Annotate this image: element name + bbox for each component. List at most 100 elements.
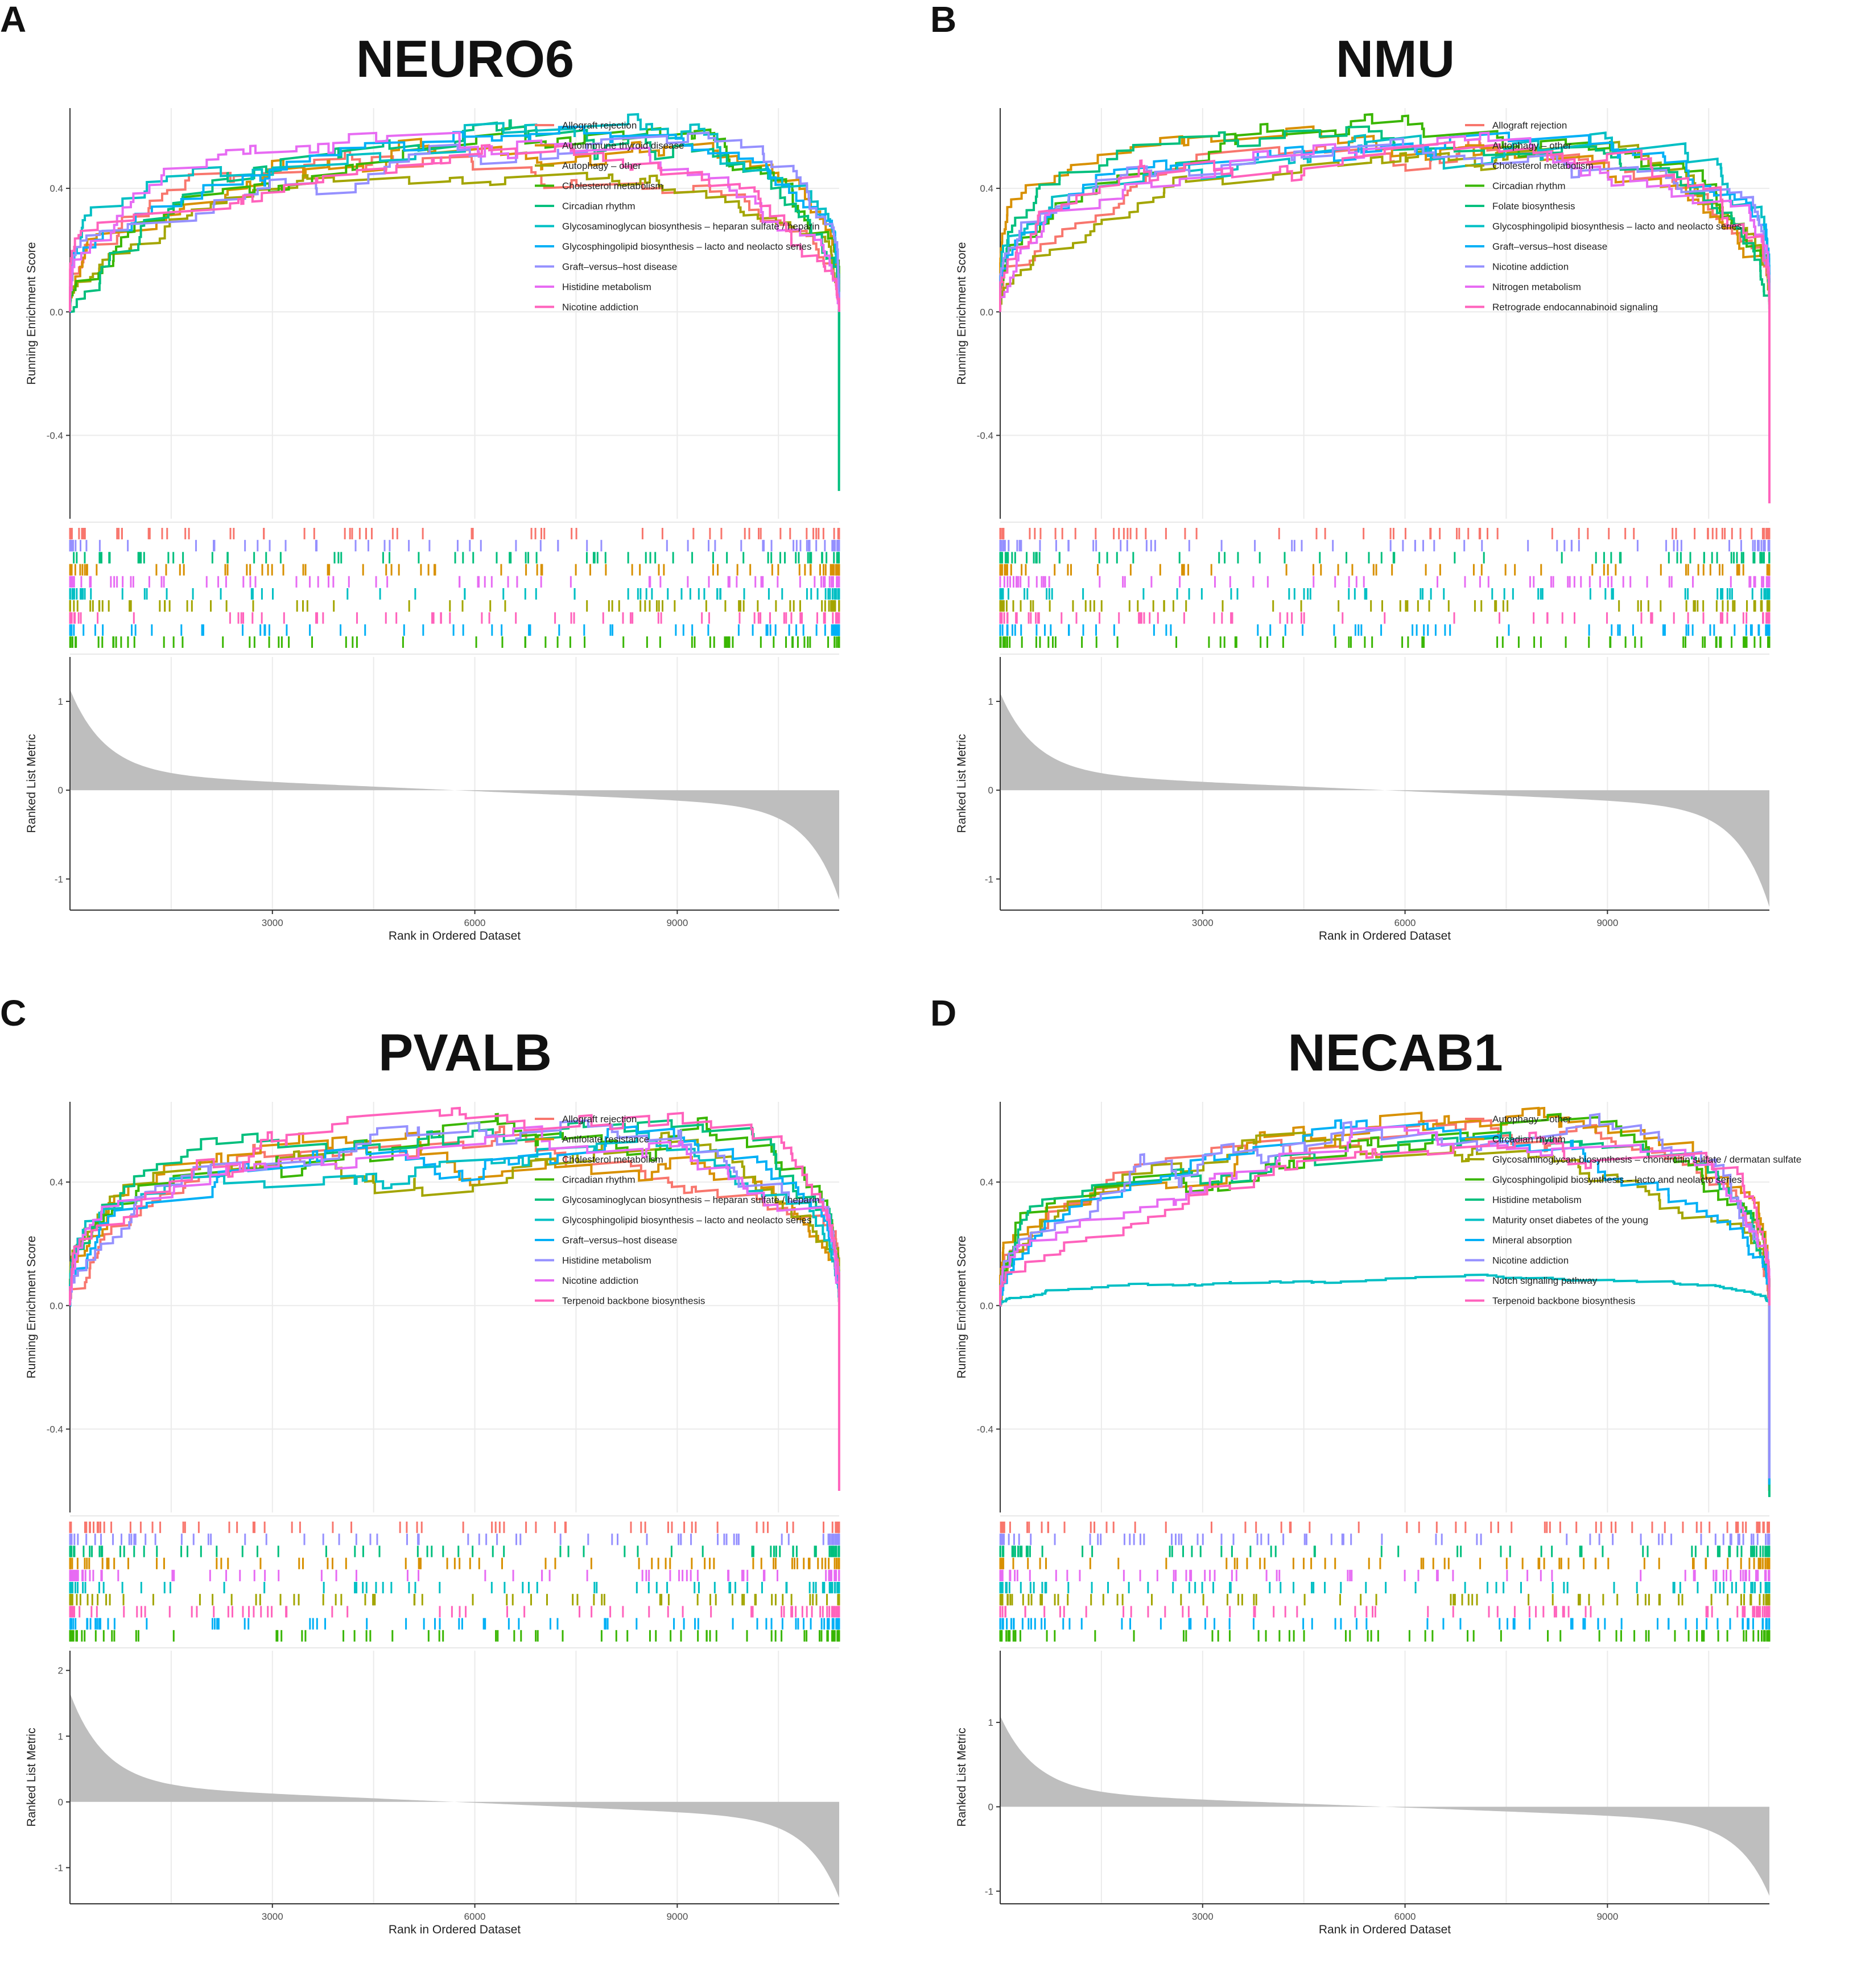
- metric-area: [1000, 1716, 1769, 1896]
- legend-label: Circadian rhythm: [562, 1175, 636, 1185]
- legend-label: Graft–versus–host disease: [562, 1235, 677, 1246]
- panel-letter: D: [930, 993, 957, 1034]
- grid: [70, 1102, 839, 1904]
- gsea-plot: 0.4 0.0 -0.4 2 1 0 -1 3000 6000 9000 Rank in Order…: [25, 1102, 840, 1936]
- panel-letter: C: [0, 993, 27, 1034]
- y-tick-label: 0.0: [49, 1300, 63, 1311]
- legend-label: Mineral absorption: [1492, 1235, 1572, 1246]
- es-curve: [999, 140, 1771, 503]
- panel-letter: B: [930, 0, 957, 40]
- x-tick-label: 3000: [1192, 1911, 1214, 1922]
- legend: Allograft rejection Autoimmune thyroid di…: [535, 120, 820, 313]
- y-tick-label: 0.4: [49, 183, 63, 194]
- es-curve: [69, 171, 840, 312]
- legend-label: Maturity onset diabetes of the young: [1492, 1215, 1648, 1226]
- es-curve: [69, 1119, 840, 1306]
- legend-label: Cholesterol metabolism: [562, 181, 663, 192]
- es-curve: [999, 131, 1771, 501]
- ranked-metric: [70, 1693, 839, 1898]
- chart-title: PVALB: [378, 1024, 552, 1082]
- metric-tick-label: 1: [58, 696, 63, 707]
- es-curve: [69, 131, 840, 312]
- x-tick-label: 6000: [1394, 1911, 1416, 1922]
- x-tick-label: 6000: [464, 1911, 486, 1922]
- x-axis-label: Rank in Ordered Dataset: [1319, 1923, 1451, 1936]
- grid: [70, 108, 839, 910]
- legend-label: Retrograde endocannabinoid signaling: [1492, 302, 1658, 313]
- x-tick-label: 3000: [262, 917, 283, 928]
- legend-label: Notch signaling pathway: [1492, 1275, 1598, 1286]
- legend: Allograft rejection Autophagy – other Chol…: [1465, 120, 1742, 313]
- es-curve: [69, 131, 840, 312]
- es-curve: [69, 1125, 840, 1306]
- x-axis-label: Rank in Ordered Dataset: [1319, 929, 1451, 943]
- metric-tick-label: -1: [985, 1886, 993, 1897]
- y-axis-label-es: Running Enrichment Score: [955, 242, 968, 385]
- y-axis-label-metric: Ranked List Metric: [25, 734, 38, 833]
- es-curve: [999, 138, 1771, 312]
- gsea-plot: 0.4 0.0 -0.4 1 0 -1 3000 6000 9000 Rank in Ordere…: [955, 1102, 1801, 1936]
- legend-label: Nitrogen metabolism: [1492, 282, 1581, 292]
- y-tick-label: -0.4: [47, 430, 63, 441]
- metric-tick-label: 0: [988, 1801, 993, 1812]
- panel-d: D NECAB1 0.4 0.0 -0.4 1 0 -1 3000 6000 9000 Rank …: [930, 994, 1860, 1987]
- legend-label: Glycosphingolipid biosynthesis – lacto a…: [562, 241, 811, 252]
- legend-label: Allograft rejection: [562, 120, 637, 131]
- x-tick-label: 9000: [666, 1911, 688, 1922]
- es-curve: [69, 125, 840, 313]
- panel-a: A NEURO6 0.4 0.0 -0.4 1 0 -1 3000 6000 9000 Rank …: [0, 0, 930, 994]
- panel-letter: A: [0, 0, 27, 40]
- legend-label: Autophagy – other: [562, 160, 641, 171]
- metric-tick-label: -1: [55, 874, 63, 885]
- metric-tick-label: 0: [988, 785, 993, 796]
- x-tick-label: 3000: [262, 1911, 283, 1922]
- es-curve: [1000, 1119, 1771, 1491]
- legend-label: Graft–versus–host disease: [562, 262, 677, 272]
- es-curve: [69, 138, 840, 313]
- es-curve: [999, 1119, 1771, 1485]
- legend-label: Histidine metabolism: [562, 282, 651, 292]
- legend-label: Allograft rejection: [1492, 120, 1567, 131]
- y-tick-label: 0.4: [980, 1177, 993, 1188]
- y-axis-label-metric: Ranked List Metric: [955, 734, 968, 833]
- es-curve: [69, 1125, 840, 1307]
- es-curve: [999, 1131, 1771, 1306]
- legend-label: Terpenoid backbone biosynthesis: [562, 1296, 705, 1307]
- legend-label: Autophagy – other: [1492, 1114, 1571, 1125]
- es-curve: [999, 1113, 1771, 1479]
- metric-tick-label: 0: [58, 1797, 63, 1808]
- legend-label: Circadian rhythm: [562, 201, 636, 212]
- y-tick-label: 0.0: [980, 1300, 993, 1311]
- metric-tick-label: -1: [55, 1862, 63, 1873]
- x-tick-label: 3000: [1192, 917, 1214, 928]
- x-tick-label: 9000: [666, 917, 688, 928]
- legend-label: Nicotine addiction: [562, 1275, 638, 1286]
- x-axis-label: Rank in Ordered Dataset: [389, 1923, 521, 1936]
- chart-title: NEURO6: [356, 30, 575, 88]
- legend-label: Autophagy – other: [1492, 140, 1571, 151]
- legend-label: Graft–versus–host disease: [1492, 241, 1607, 252]
- y-tick-label: 0.0: [980, 307, 993, 317]
- metric-tick-label: 0: [58, 785, 63, 796]
- legend-label: Allograft rejection: [562, 1114, 637, 1125]
- legend-label: Histidine metabolism: [1492, 1195, 1582, 1205]
- metric-tick-label: 2: [58, 1665, 63, 1676]
- es-curve: [999, 1113, 1771, 1306]
- x-tick-label: 6000: [464, 917, 486, 928]
- es-curve: [999, 1131, 1771, 1497]
- grid: [1000, 1102, 1769, 1904]
- metric-area: [1000, 693, 1769, 907]
- legend-label: Nicotine addiction: [1492, 1255, 1569, 1266]
- legend-label: Antifolate resistance: [562, 1134, 649, 1145]
- y-axis-label-metric: Ranked List Metric: [25, 1728, 38, 1827]
- legend-label: Nicotine addiction: [1492, 262, 1569, 272]
- legend-label: Glycosaminoglycan biosynthesis – heparan…: [562, 1195, 820, 1205]
- y-axis-label-es: Running Enrichment Score: [25, 242, 38, 385]
- y-tick-label: -0.4: [47, 1424, 63, 1435]
- es-curve: [999, 131, 1771, 312]
- chart-title: NECAB1: [1288, 1024, 1503, 1082]
- legend-label: Glycosphingolipid biosynthesis – lacto a…: [1492, 1175, 1742, 1185]
- legend-label: Glycosaminoglycan biosynthesis – heparan…: [562, 221, 820, 232]
- y-axis-label-es: Running Enrichment Score: [955, 1236, 968, 1379]
- panel-b: B NMU 0.4 0.0 -0.4 1 0 -1 3000 6000 9000 Rank in …: [930, 0, 1860, 994]
